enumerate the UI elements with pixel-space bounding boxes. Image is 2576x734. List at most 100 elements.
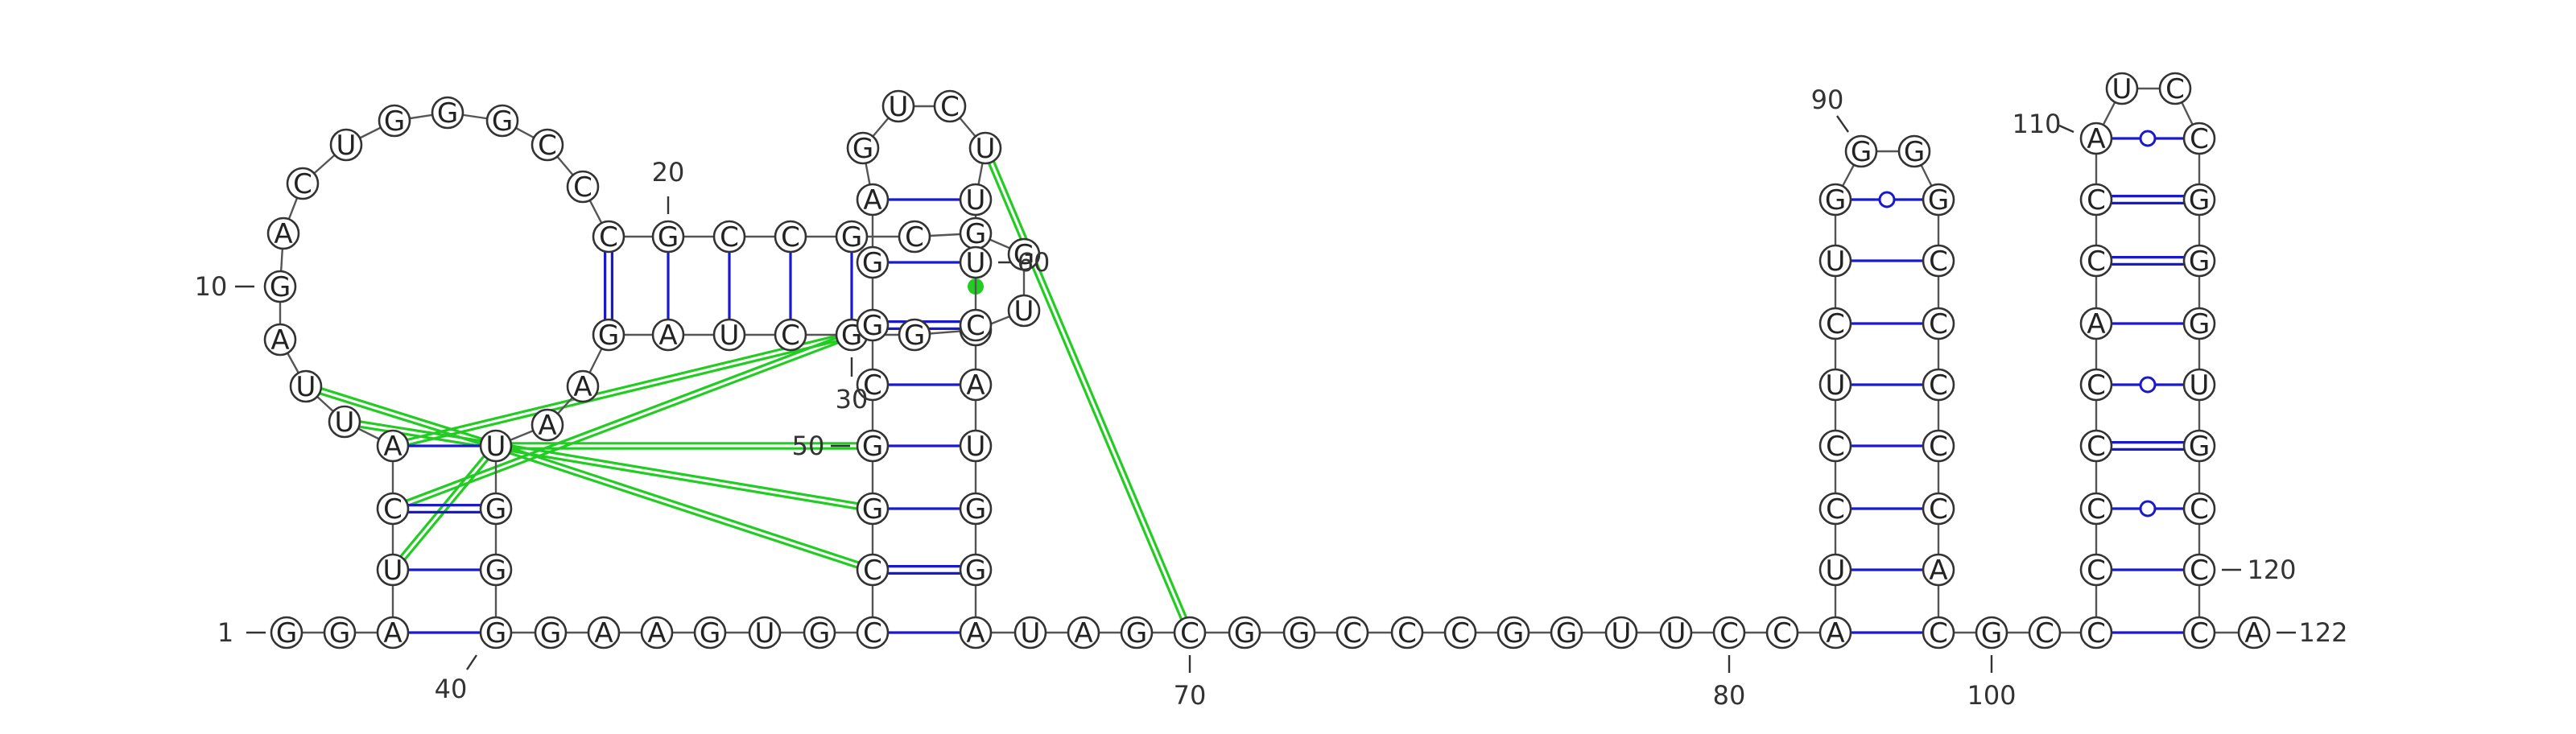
nucleotide-letter: C — [1826, 431, 1845, 463]
base-pair-layer — [393, 130, 2199, 634]
nucleotide: C — [2079, 368, 2113, 402]
position-number-label: 80 — [1713, 680, 1746, 711]
tertiary-interaction-layer — [304, 146, 1194, 634]
nucleotide-letter: A — [2244, 617, 2263, 649]
nucleotide: C — [2182, 492, 2216, 526]
number-tick — [2058, 124, 2074, 134]
nucleotide-letter: U — [1666, 617, 1686, 649]
tertiary-interaction-line — [394, 447, 499, 573]
tertiary-interaction-line — [496, 442, 874, 569]
nucleotide-letter: C — [383, 493, 402, 526]
nucleotide-circle — [2079, 616, 2113, 649]
nucleotide-letter: G — [329, 617, 350, 649]
nucleotide-letter: G — [841, 221, 862, 254]
nucleotide-circle — [1173, 616, 1207, 649]
nucleotide: C — [1712, 616, 1746, 649]
position-number-label: 110 — [2012, 109, 2061, 139]
nucleotide-letter: C — [2087, 617, 2106, 649]
nucleotide-circle — [2182, 368, 2216, 402]
nucleotide: G — [856, 429, 890, 463]
nucleotide-circle — [2182, 553, 2216, 587]
nucleotide-circle — [2237, 616, 2271, 649]
position-number-label: 60 — [1018, 247, 1051, 278]
nucleotide-letter: C — [2035, 617, 2054, 649]
nucleotide-circle — [1818, 553, 1852, 587]
nucleotide: A — [959, 616, 993, 649]
nucleotide-letter: C — [573, 171, 592, 204]
nucleotide: G — [479, 616, 513, 649]
nucleotide-letter: G — [1825, 184, 1846, 216]
nucleotide: U — [748, 616, 782, 649]
nucleotide-letter: A — [538, 410, 556, 442]
nucleotide: A — [640, 616, 674, 649]
nucleotide-letter: G — [485, 555, 506, 587]
position-number-label: 1 — [217, 617, 233, 648]
nucleotide: U — [959, 245, 993, 279]
nucleotide-letter: C — [966, 310, 985, 342]
nucleotide-letter: U — [383, 555, 403, 587]
nucleotide-letter: G — [1503, 617, 1524, 649]
nucleotide: G — [1282, 616, 1316, 649]
position-number-label: 20 — [652, 157, 685, 188]
nucleotide-letter: A — [573, 371, 592, 403]
nucleotide: A — [566, 369, 600, 403]
nucleotide: C — [1922, 492, 1955, 526]
nucleotide-circle — [856, 308, 890, 342]
nucleotide-letter: U — [2112, 73, 2132, 105]
nucleotide-circle — [2182, 244, 2216, 278]
nucleotide-circle — [328, 405, 361, 439]
nucleotide-circle — [1922, 616, 1955, 649]
nucleotide-circle — [2158, 72, 2192, 105]
nucleotide-letter: G — [1013, 239, 1034, 271]
nucleotide-circle — [2079, 183, 2113, 216]
tertiary-interaction-line — [986, 146, 1194, 633]
nucleotide-letter: C — [720, 221, 739, 254]
nucleotide-letter: A — [647, 617, 666, 649]
nucleotide-circle — [959, 429, 993, 463]
nucleotide-letter: G — [809, 617, 830, 649]
nucleotide-circle — [479, 616, 513, 649]
nucleotide: C — [1173, 616, 1207, 649]
nucleotide: U — [881, 89, 915, 123]
nucleotide: C — [2079, 244, 2113, 278]
nucleotide: G — [378, 104, 411, 138]
nucleotide-letter: C — [1929, 617, 1948, 649]
nucleotide-circle — [587, 616, 621, 649]
nucleotide-letter: C — [2087, 431, 2106, 463]
nucleotide-circle — [534, 616, 568, 649]
nucleotide-letter: U — [1826, 245, 1846, 278]
nucleotide-letter: U — [296, 371, 316, 403]
nucleotide-circle — [959, 616, 993, 649]
nucleotide: U — [1818, 553, 1852, 587]
nucleotide: G — [856, 308, 890, 342]
nucleotide: U — [2105, 72, 2139, 105]
nucleotide: C — [2079, 492, 2113, 526]
nucleotide: U — [968, 131, 1002, 165]
nucleotide: G — [2182, 183, 2216, 216]
nucleotide-letter: U — [1826, 555, 1846, 587]
nucleotide-circle — [856, 183, 890, 216]
nucleotide-circle — [1120, 616, 1154, 649]
nucleotide-circle — [1922, 429, 1955, 463]
nucleotide: U — [2182, 368, 2216, 402]
nucleotide-circle — [2028, 616, 2062, 649]
nucleotide: G — [1897, 134, 1931, 168]
nucleotide-circle — [479, 429, 513, 463]
nucleotide-letter: G — [862, 493, 883, 526]
nucleotide-circle — [748, 616, 782, 649]
nucleotide: U — [289, 369, 323, 403]
nucleotide-letter: U — [966, 247, 986, 279]
nucleotide: A — [263, 323, 297, 357]
nucleotide-circle — [968, 131, 1002, 165]
nucleotide: G — [270, 616, 303, 649]
nucleotide-circle — [592, 220, 625, 254]
nucleotide-letter: A — [658, 320, 677, 352]
nucleotide-letter: U — [336, 130, 357, 162]
nucleotide-circle — [1443, 616, 1477, 649]
nucleotide: G — [592, 318, 625, 352]
nucleotide: A — [651, 318, 685, 352]
nucleotide-letter: U — [2190, 369, 2210, 402]
nucleotide-circle — [2079, 244, 2113, 278]
